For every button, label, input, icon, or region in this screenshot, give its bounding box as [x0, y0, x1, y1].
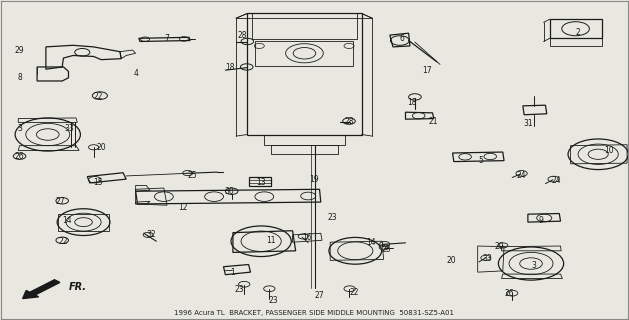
Text: FR.: FR. — [69, 282, 86, 292]
Text: 10: 10 — [604, 146, 615, 155]
Text: 13: 13 — [257, 178, 266, 187]
Text: 28: 28 — [344, 117, 353, 126]
Text: 20: 20 — [96, 143, 106, 152]
Text: 14: 14 — [62, 216, 72, 225]
Text: 22: 22 — [58, 237, 68, 246]
Text: 6: 6 — [400, 35, 405, 44]
Text: 11: 11 — [266, 236, 276, 245]
Text: 29: 29 — [14, 45, 25, 55]
Text: 26: 26 — [14, 152, 25, 161]
Text: 1: 1 — [231, 268, 235, 277]
Text: 12: 12 — [178, 203, 187, 212]
Text: 32: 32 — [147, 230, 156, 239]
Text: 29: 29 — [495, 242, 504, 251]
Text: 19: 19 — [309, 175, 320, 184]
Text: 28: 28 — [238, 31, 247, 40]
Text: 24: 24 — [517, 172, 526, 180]
Text: 27: 27 — [55, 197, 65, 206]
Text: 18: 18 — [225, 63, 235, 72]
Text: 23: 23 — [235, 284, 244, 293]
Text: 14: 14 — [366, 238, 376, 247]
Text: 18: 18 — [407, 98, 416, 107]
Text: 30: 30 — [225, 188, 235, 196]
Text: 4: 4 — [133, 69, 138, 78]
Text: 31: 31 — [523, 119, 533, 128]
Text: 7: 7 — [165, 35, 169, 44]
Text: 2: 2 — [576, 28, 581, 37]
Text: 3: 3 — [17, 124, 22, 132]
Text: 21: 21 — [429, 117, 438, 126]
Text: 8: 8 — [17, 73, 22, 82]
Text: 9: 9 — [538, 216, 543, 225]
Text: 16: 16 — [302, 233, 312, 242]
Text: 26: 26 — [504, 289, 514, 298]
Text: 3: 3 — [532, 261, 537, 270]
Text: 5: 5 — [479, 156, 483, 164]
Text: 22: 22 — [93, 92, 103, 101]
Text: 33: 33 — [65, 124, 75, 132]
Text: 25: 25 — [382, 245, 391, 254]
Text: 23: 23 — [269, 296, 279, 305]
Text: 27: 27 — [314, 291, 325, 300]
Text: 17: 17 — [423, 66, 432, 75]
Text: 33: 33 — [482, 254, 492, 263]
Text: 25: 25 — [187, 172, 197, 180]
Text: 22: 22 — [350, 288, 359, 297]
Text: 1996 Acura TL  BRACKET, PASSENGER SIDE MIDDLE MOUNTING  50831-SZ5-A01: 1996 Acura TL BRACKET, PASSENGER SIDE MI… — [174, 310, 455, 316]
Text: 20: 20 — [447, 256, 456, 265]
Text: 15: 15 — [93, 178, 103, 187]
Text: 23: 23 — [327, 213, 337, 222]
FancyArrow shape — [23, 280, 60, 299]
Text: 24: 24 — [551, 176, 561, 185]
